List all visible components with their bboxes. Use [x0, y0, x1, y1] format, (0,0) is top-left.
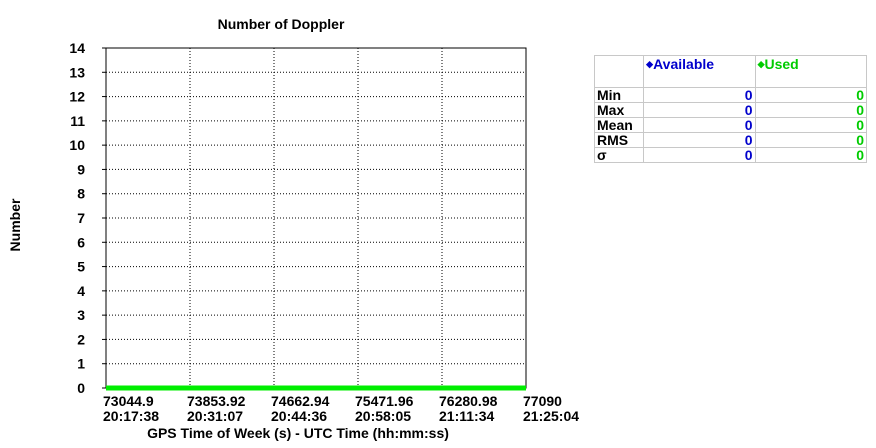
statistics-table: ◆Available ◆Used Min 0 0 Max 0 0 Mean 0 …	[593, 55, 868, 163]
y-axis-label: Number	[7, 198, 23, 251]
stats-header-blank	[593, 55, 645, 88]
stat-used: 0	[754, 102, 868, 118]
stat-used: 0	[754, 132, 868, 148]
x-tick-label-gps: 73853.92	[187, 393, 246, 409]
y-tick-label: 14	[69, 40, 85, 56]
stat-available: 0	[643, 102, 756, 118]
y-tick-label: 8	[77, 186, 85, 202]
y-tick-label: 1	[77, 356, 85, 372]
x-axis-label: GPS Time of Week (s) - UTC Time (hh:mm:s…	[147, 425, 449, 441]
y-tick-label: 7	[77, 210, 85, 226]
stat-used: 0	[754, 147, 868, 163]
chart-title: Number of Doppler	[218, 16, 345, 32]
y-tick-label: 6	[77, 234, 85, 250]
stat-label: σ	[593, 147, 645, 163]
x-tick-label-gps: 75471.96	[355, 393, 414, 409]
x-tick-label-utc: 20:31:07	[187, 408, 243, 424]
stat-available: 0	[643, 132, 756, 148]
y-tick-label: 5	[77, 259, 85, 275]
y-tick-label: 10	[69, 137, 85, 153]
diamond-icon: ◆	[757, 59, 765, 69]
stat-available: 0	[643, 87, 756, 103]
y-tick-label: 9	[77, 161, 85, 177]
x-tick-label-utc: 20:17:38	[103, 408, 159, 424]
y-tick-label: 2	[77, 331, 85, 347]
stat-label: RMS	[593, 132, 645, 148]
x-tick-label-gps: 77090	[523, 393, 562, 409]
y-tick-label: 0	[77, 380, 85, 396]
stats-row-max: Max 0 0	[593, 102, 868, 118]
available-header: ◆Available	[643, 55, 756, 88]
x-tick-labels: 73044.920:17:3873853.9220:31:0774662.942…	[103, 393, 579, 424]
used-header: ◆Used	[754, 55, 868, 88]
stats-row-mean: Mean 0 0	[593, 117, 868, 133]
y-tick-label: 13	[69, 64, 85, 80]
stat-used: 0	[754, 117, 868, 133]
x-tick-label-utc: 21:11:34	[439, 408, 494, 424]
x-tick-label-gps: 73044.9	[103, 393, 154, 409]
diamond-icon: ◆	[646, 59, 654, 69]
x-tick-label-utc: 21:25:04	[523, 408, 579, 424]
y-tick-label: 4	[77, 283, 85, 299]
stats-row-rms: RMS 0 0	[593, 132, 868, 148]
y-tick-label: 12	[69, 89, 85, 105]
plot-grid	[102, 47, 526, 389]
stats-row-sigma: σ 0 0	[593, 147, 868, 163]
x-tick-label-gps: 74662.94	[271, 393, 330, 409]
stat-label: Mean	[593, 117, 645, 133]
x-tick-label-gps: 76280.98	[439, 393, 498, 409]
x-tick-label-utc: 20:44:36	[271, 408, 327, 424]
y-tick-label: 3	[77, 307, 85, 323]
stat-available: 0	[643, 147, 756, 163]
y-tick-label: 11	[70, 113, 85, 129]
x-tick-label-utc: 20:58:05	[355, 408, 411, 424]
stats-header-row: ◆Available ◆Used	[593, 55, 868, 88]
stats-row-min: Min 0 0	[593, 87, 868, 103]
stat-label: Max	[593, 102, 645, 118]
stat-available: 0	[643, 117, 756, 133]
stat-label: Min	[593, 87, 645, 103]
stat-used: 0	[754, 87, 868, 103]
